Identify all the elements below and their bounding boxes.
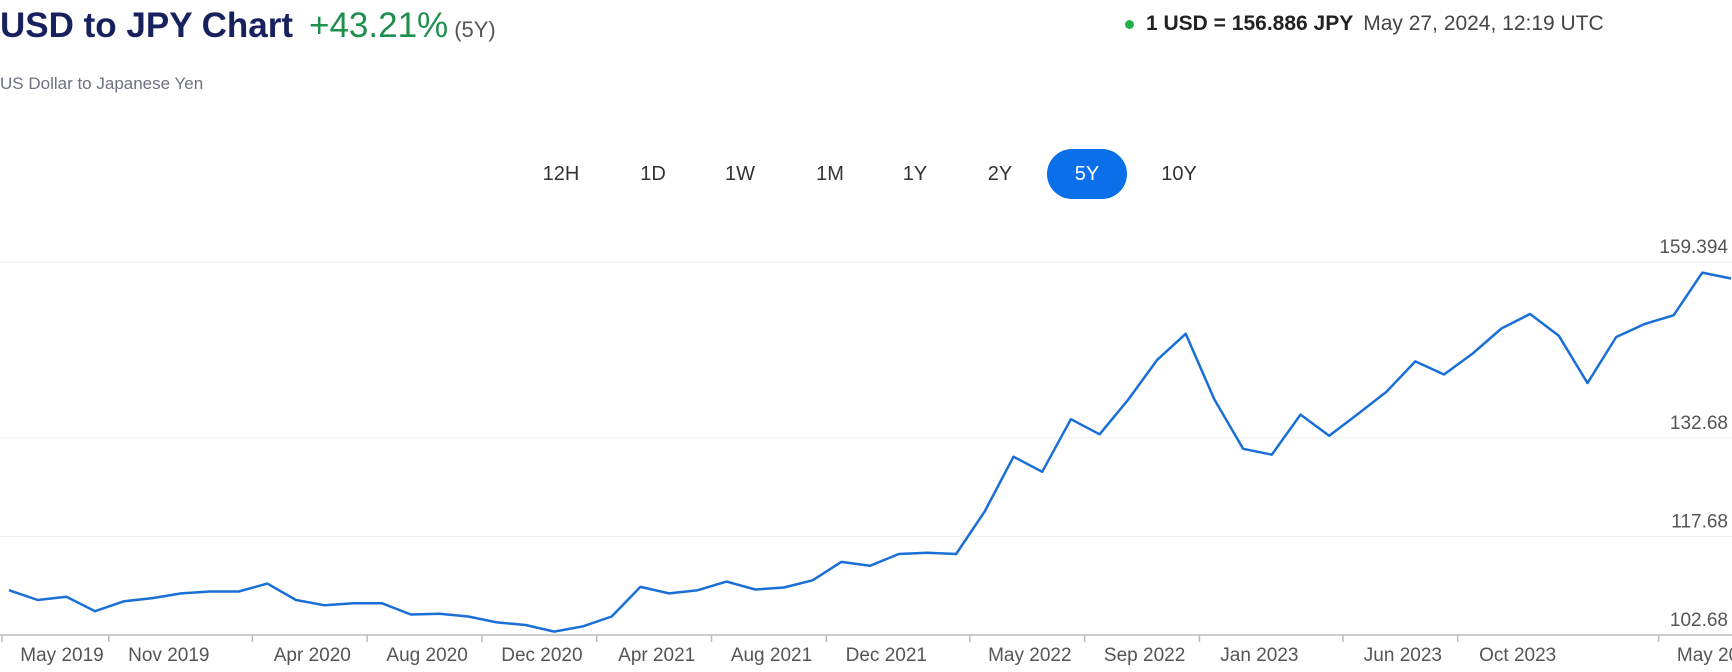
x-tick-label: Apr 2020 [274,645,351,666]
x-tick-label: Jan 2023 [1220,645,1298,666]
range-button[interactable]: 2Y [987,163,1013,185]
range-button[interactable]: 12H [542,163,580,185]
period: (5Y) [454,17,496,42]
timestamp: May 27, 2024, 12:19 UTC [1363,12,1604,35]
range-button[interactable]: 10Y [1161,163,1197,185]
x-tick-label: Aug 2021 [731,645,812,666]
price-line [8,271,1732,633]
x-tick-label: Sep 2022 [1104,645,1185,666]
x-tick-label: May 2024 [1677,645,1732,666]
x-tick-label: May 2019 [20,645,103,666]
range-button[interactable]: 1W [725,163,755,185]
x-tick-label: Aug 2020 [386,645,467,666]
range-buttons: 12H 1D 1W 1M 1Y 2Y 5Y 10Y [0,149,1732,199]
x-tick-label: Nov 2019 [128,645,209,666]
rate: 1 USD = 156.886 JPY [1146,12,1354,35]
y-tick-label: 132.68 [1670,413,1728,434]
y-tick-label: 117.68 [1671,511,1728,532]
x-tick-label: Jun 2023 [1364,645,1442,666]
range-button[interactable]: 1Y [902,163,928,185]
status-dot [1125,19,1134,29]
y-tick-label: 159.394 [1659,237,1728,258]
title: USD to JPY Chart [0,6,294,45]
x-tick-label: Apr 2021 [618,645,695,666]
range-button[interactable]: 1D [640,163,666,185]
range-button[interactable]: 1M [816,163,844,185]
y-tick-label: 102.68 [1670,610,1728,631]
x-tick-label: Dec 2021 [846,645,927,666]
x-tick-label: May 2022 [988,645,1071,666]
x-tick-label: Dec 2020 [501,645,582,666]
header-title-row: USD to JPY Chart +43.21% (5Y) [0,6,496,46]
change: +43.21% [309,6,449,45]
range-button[interactable]: 5Y [1047,149,1127,199]
rate-row: 1 USD = 156.886 JPY May 27, 2024, 12:19 U… [1125,12,1732,36]
subtitle: US Dollar to Japanese Yen [0,74,204,93]
x-tick-label: Oct 2023 [1479,645,1556,666]
